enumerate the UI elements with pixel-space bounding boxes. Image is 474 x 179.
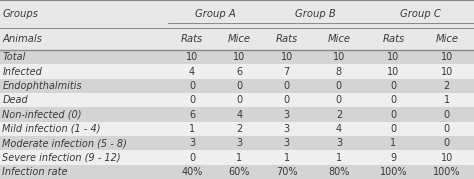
Text: 10: 10 [186,52,198,62]
Text: 8: 8 [336,67,342,77]
Text: 10: 10 [281,52,293,62]
Text: 1: 1 [336,153,342,163]
Text: Non-infected (0): Non-infected (0) [2,110,82,120]
Text: 2: 2 [336,110,342,120]
FancyBboxPatch shape [0,0,474,50]
Text: 100%: 100% [433,167,461,177]
Text: Endophthalmitis: Endophthalmitis [2,81,82,91]
Text: Mild infection (1 - 4): Mild infection (1 - 4) [2,124,101,134]
Text: 60%: 60% [228,167,250,177]
Text: Group B: Group B [295,9,336,19]
Text: 3: 3 [336,138,342,148]
Text: Rats: Rats [181,34,203,44]
Text: 100%: 100% [380,167,407,177]
Text: Rats: Rats [276,34,298,44]
FancyBboxPatch shape [0,93,474,107]
Text: Mice: Mice [328,34,350,44]
Text: 10: 10 [441,52,453,62]
Text: 0: 0 [336,81,342,91]
Text: 3: 3 [284,138,290,148]
Text: 0: 0 [284,95,290,105]
FancyBboxPatch shape [0,79,474,93]
Text: 7: 7 [283,67,290,77]
Text: 3: 3 [189,138,195,148]
Text: 4: 4 [189,67,195,77]
Text: 1: 1 [189,124,195,134]
Text: 10: 10 [333,52,345,62]
Text: 0: 0 [444,124,450,134]
Text: Total: Total [2,52,26,62]
Text: 0: 0 [189,153,195,163]
Text: Group C: Group C [400,9,441,19]
Text: 0: 0 [336,95,342,105]
Text: 1: 1 [237,153,242,163]
Text: Moderate infection (5 - 8): Moderate infection (5 - 8) [2,138,127,148]
Text: 1: 1 [444,95,450,105]
Text: 10: 10 [441,67,453,77]
Text: 3: 3 [284,110,290,120]
Text: 80%: 80% [328,167,350,177]
FancyBboxPatch shape [0,136,474,150]
Text: 0: 0 [391,124,396,134]
Text: 3: 3 [284,124,290,134]
Text: 0: 0 [444,110,450,120]
Text: 3: 3 [237,138,242,148]
Text: Animals: Animals [2,34,42,44]
Text: Mice: Mice [228,34,251,44]
Text: 2: 2 [444,81,450,91]
FancyBboxPatch shape [0,50,474,64]
Text: 1: 1 [284,153,290,163]
Text: 6: 6 [237,67,242,77]
Text: 0: 0 [391,95,396,105]
FancyBboxPatch shape [0,122,474,136]
Text: 2: 2 [236,124,243,134]
FancyBboxPatch shape [0,107,474,122]
Text: 4: 4 [336,124,342,134]
FancyBboxPatch shape [0,150,474,165]
Text: 0: 0 [237,81,242,91]
Text: 10: 10 [441,153,453,163]
Text: Groups: Groups [2,9,38,19]
Text: 0: 0 [391,110,396,120]
Text: Infected: Infected [2,67,42,77]
Text: 40%: 40% [181,167,203,177]
Text: Mice: Mice [435,34,458,44]
Text: 1: 1 [391,138,396,148]
Text: Rats: Rats [383,34,404,44]
FancyBboxPatch shape [0,165,474,179]
Text: 10: 10 [387,67,400,77]
Text: 0: 0 [391,81,396,91]
Text: 10: 10 [387,52,400,62]
Text: Group A: Group A [195,9,236,19]
FancyBboxPatch shape [0,64,474,79]
Text: 4: 4 [237,110,242,120]
Text: 0: 0 [189,95,195,105]
Text: 0: 0 [284,81,290,91]
Text: 6: 6 [189,110,195,120]
Text: 0: 0 [189,81,195,91]
Text: Infection rate: Infection rate [2,167,68,177]
Text: 0: 0 [237,95,242,105]
Text: 0: 0 [444,138,450,148]
Text: 9: 9 [391,153,396,163]
Text: 70%: 70% [276,167,298,177]
Text: Dead: Dead [2,95,28,105]
Text: 10: 10 [233,52,246,62]
Text: Severe infection (9 - 12): Severe infection (9 - 12) [2,153,121,163]
